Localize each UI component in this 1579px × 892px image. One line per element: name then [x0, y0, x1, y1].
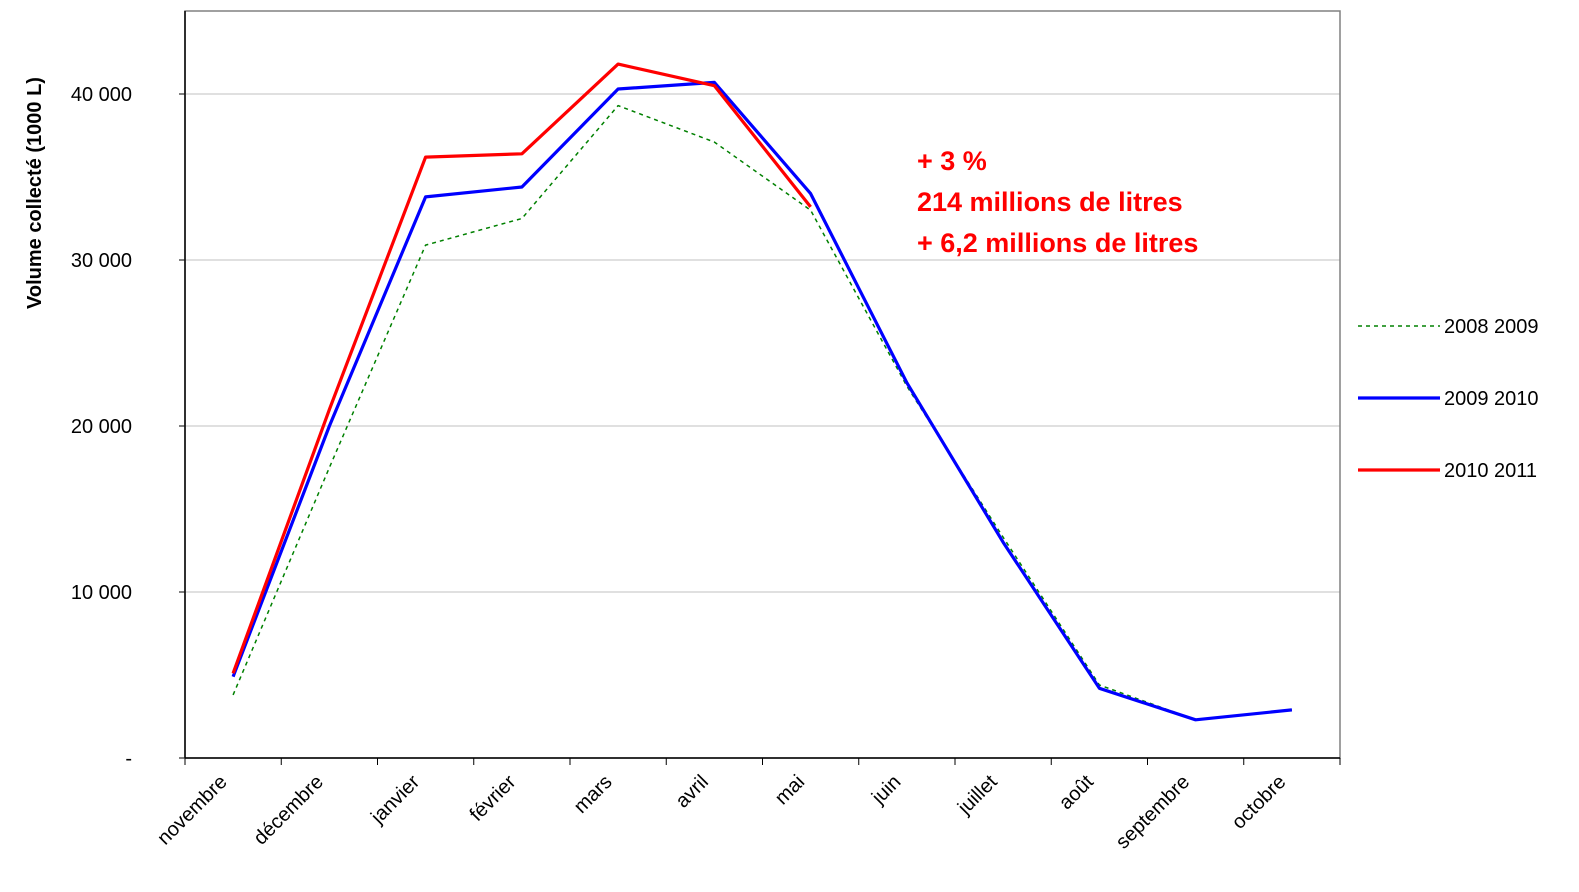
series-line-2009-2010 — [231, 80, 1293, 722]
x-tick-label: septembre — [1112, 771, 1194, 853]
legend-label: 2010 2011 — [1444, 460, 1537, 482]
x-tick-label: août — [1055, 771, 1098, 814]
axes — [179, 10, 1341, 765]
x-tick-label: juillet — [953, 771, 1002, 820]
annotation: + 3 % 214 millions de litres + 6,2 million… — [917, 146, 1198, 258]
series-lines — [231, 62, 1293, 722]
gridlines — [185, 93, 1340, 593]
x-tick-label: février — [466, 771, 521, 826]
series-line-2008-2009 — [232, 104, 1292, 721]
y-tick-label: 10 000 — [71, 582, 132, 604]
x-tick-label: mars — [570, 771, 617, 818]
x-tick-label: janvier — [366, 771, 424, 829]
plot-frame — [184, 10, 1341, 759]
x-tick-label: décembre — [249, 771, 327, 849]
y-tick-label: 40 000 — [71, 84, 132, 106]
annotation-line: + 6,2 millions de litres — [917, 228, 1198, 258]
annotation-line: + 3 % — [917, 146, 987, 176]
legend: 2008 2009 2009 2010 2010 2011 — [1358, 316, 1539, 482]
y-tick-label: - — [125, 748, 132, 770]
y-tick-label: 20 000 — [71, 416, 132, 438]
legend-label: 2009 2010 — [1444, 388, 1539, 410]
y-tick-labels: - 10 000 20 000 30 000 40 000 — [71, 84, 132, 770]
x-tick-labels: novembre décembre janvier février mars avril m… — [153, 771, 1290, 854]
x-tick-label: octobre — [1228, 771, 1291, 834]
x-tick-label: avril — [671, 771, 712, 812]
x-tick-label: mai — [771, 771, 809, 809]
y-tick-label: 30 000 — [71, 250, 132, 272]
series-line-2010-2011 — [231, 62, 812, 674]
y-axis-title: Volume collecté (1000 L) — [24, 77, 46, 309]
x-tick-label: novembre — [153, 771, 231, 849]
annotation-line: 214 millions de litres — [917, 187, 1183, 217]
legend-label: 2008 2009 — [1444, 316, 1539, 338]
x-tick-label: juin — [867, 771, 905, 809]
